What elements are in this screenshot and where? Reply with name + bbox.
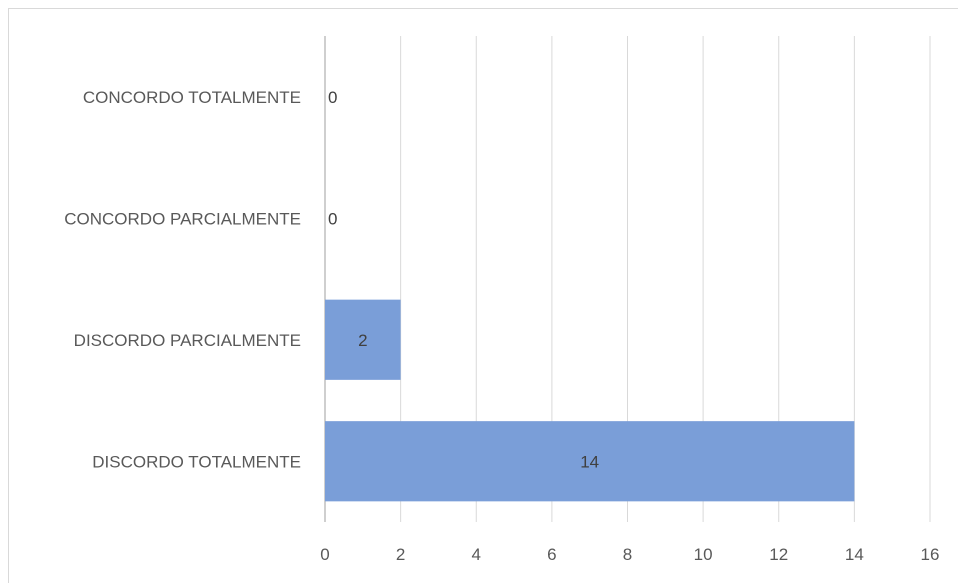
category-label-concordo-parcialmente: CONCORDO PARCIALMENTE [64,209,301,228]
x-tick-labels: 0 2 4 6 8 10 12 14 16 [320,545,939,564]
x-tick-label-10: 10 [694,545,713,564]
data-label-concordo-parcialmente: 0 [328,209,337,228]
x-tick-label-4: 4 [472,545,481,564]
bars [325,299,855,502]
x-tick-label-8: 8 [623,545,632,564]
data-label-discordo-parcialmente: 2 [358,331,367,350]
bar-discordo-totalmente [325,421,855,502]
category-label-discordo-parcialmente: DISCORDO PARCIALMENTE [74,331,301,350]
category-label-concordo-totalmente: CONCORDO TOTALMENTE [83,88,301,107]
category-labels: CONCORDO TOTALMENTE CONCORDO PARCIALMENTE… [64,88,301,472]
data-labels: 0 0 2 14 [328,88,599,472]
x-tick-label-0: 0 [320,545,329,564]
bar-discordo-parcialmente [325,299,401,380]
category-label-discordo-totalmente: DISCORDO TOTALMENTE [92,452,301,471]
x-tick-label-14: 14 [845,545,864,564]
data-label-concordo-totalmente: 0 [328,88,337,107]
x-tick-label-6: 6 [547,545,556,564]
x-tick-label-2: 2 [396,545,405,564]
data-label-discordo-totalmente: 14 [580,452,599,471]
x-tick-label-16: 16 [921,545,940,564]
x-tick-label-12: 12 [769,545,788,564]
